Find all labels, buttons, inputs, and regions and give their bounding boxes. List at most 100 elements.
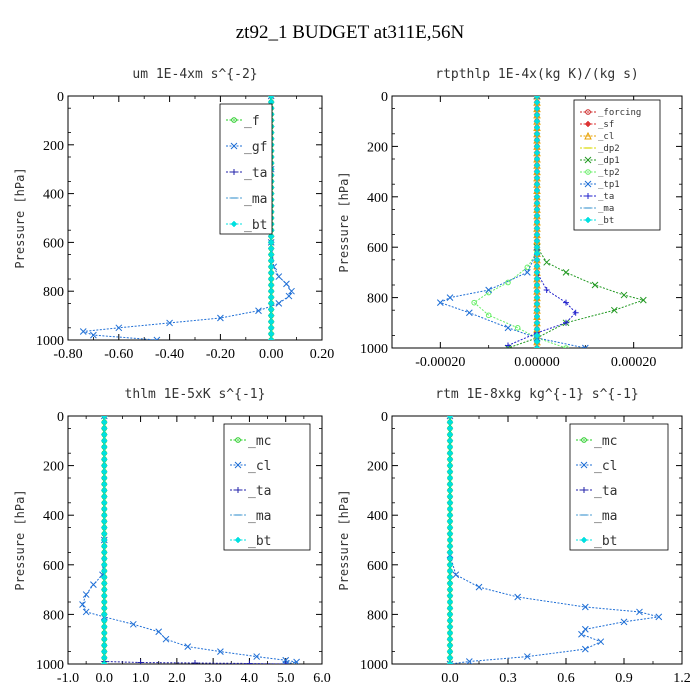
series-marker <box>446 642 454 649</box>
series-marker <box>100 592 108 600</box>
y-tick-label: 1000 <box>360 658 388 673</box>
y-tick-label: 600 <box>367 559 388 574</box>
y-tick-label: 0 <box>57 410 64 425</box>
x-tick-label: 5.0 <box>277 671 295 686</box>
series-marker <box>184 643 192 650</box>
y-tick-label: 200 <box>367 140 388 155</box>
x-tick-label: 0.00020 <box>611 355 657 370</box>
series-marker <box>591 281 599 289</box>
series-marker <box>446 648 454 655</box>
series-marker <box>446 567 454 575</box>
series-marker <box>446 511 454 519</box>
series-marker <box>100 586 108 593</box>
series-marker <box>100 416 108 420</box>
series-marker <box>620 291 628 299</box>
y-tick-label: 0 <box>381 410 388 425</box>
series-marker <box>485 312 492 319</box>
series-marker <box>465 658 473 664</box>
series-marker <box>100 660 108 664</box>
legend-label: _tp2 <box>598 168 620 178</box>
series-marker <box>267 318 275 326</box>
legend-marker <box>235 437 241 443</box>
y-tick-label: 800 <box>43 608 64 623</box>
chart-panel-2: rtpthlp 1E-4x(kg K)/(kg s) Pressure [hPa]… <box>337 67 683 370</box>
y-tick-label: 600 <box>43 236 64 251</box>
legend-marker <box>231 117 237 123</box>
series-marker <box>446 530 454 538</box>
y-axis-label: Pressure [hPa] <box>13 489 27 590</box>
legend-label: _cl <box>598 132 614 142</box>
series-marker <box>446 437 454 445</box>
series-marker <box>446 660 454 664</box>
series-marker <box>533 344 541 348</box>
series-marker <box>581 645 589 653</box>
series-marker <box>543 258 551 266</box>
series-marker <box>100 654 108 662</box>
chart-panel-3: thlm 1E-5xK s^{-1} Pressure [hPa] 0 200 400 6… <box>13 387 331 686</box>
series-marker <box>620 618 628 626</box>
series-marker <box>446 294 454 301</box>
series-marker <box>563 319 569 326</box>
series-marker <box>446 449 454 457</box>
series-marker <box>446 518 454 525</box>
panel-title: thlm 1E-5xK s^{-1} <box>125 387 266 402</box>
series-marker <box>446 493 454 500</box>
series-marker <box>563 345 569 348</box>
series-marker <box>446 524 454 531</box>
series-marker <box>100 635 108 643</box>
series-marker <box>452 571 460 579</box>
legend-label: _ta <box>594 484 617 499</box>
legend-marker <box>585 109 591 115</box>
legend-marker <box>584 180 592 188</box>
series-marker <box>100 474 108 482</box>
series-marker <box>153 336 161 340</box>
series-marker <box>636 608 643 616</box>
series-marker <box>155 628 163 636</box>
series-marker <box>581 625 589 633</box>
legend-marker <box>581 437 587 443</box>
series-marker <box>446 580 454 587</box>
series-marker <box>475 583 483 591</box>
series-marker <box>100 443 108 451</box>
series-marker <box>100 604 108 612</box>
legend-label: _sf <box>598 120 614 130</box>
x-tick-label: 1.0 <box>132 671 150 686</box>
series-marker <box>100 611 108 618</box>
x-tick-label: -0.00020 <box>415 355 465 370</box>
series-marker <box>129 620 137 628</box>
series-marker <box>465 309 473 317</box>
x-tick-label: 0.00 <box>259 347 284 362</box>
x-tick-label: -0.60 <box>104 347 133 362</box>
series-marker <box>115 324 123 332</box>
series-marker <box>563 299 569 306</box>
legend-marker <box>584 131 592 140</box>
series-marker <box>505 342 511 348</box>
series-marker <box>446 416 454 420</box>
series-marker <box>79 328 87 335</box>
y-tick-label: 200 <box>43 460 64 475</box>
legend-marker <box>230 142 238 150</box>
legend-label: _tp1 <box>598 180 620 190</box>
x-tick-label: 6.0 <box>313 671 331 686</box>
legend-label: _gf <box>244 140 267 155</box>
series-marker <box>267 251 275 258</box>
series-marker <box>523 269 531 276</box>
legend-marker <box>584 156 592 164</box>
x-tick-label: -0.40 <box>155 347 184 362</box>
series-marker <box>100 480 108 488</box>
series-marker <box>283 280 290 288</box>
series-marker <box>217 314 224 322</box>
y-tick-label: 0 <box>381 90 388 105</box>
x-tick-label: 0.20 <box>310 347 335 362</box>
legend-marker <box>231 169 237 175</box>
series-marker <box>533 96 541 100</box>
chart-panel-4: rtm 1E-8xkg kg^{-1} s^{-1} Pressure [hPa]… <box>337 387 691 686</box>
series-marker <box>514 325 521 331</box>
series-marker <box>610 306 618 314</box>
legend-marker <box>584 216 592 224</box>
series-marker <box>446 549 454 556</box>
x-tick-label: 0.6 <box>557 671 575 686</box>
series-marker <box>446 487 454 494</box>
y-tick-label: 800 <box>43 285 64 300</box>
